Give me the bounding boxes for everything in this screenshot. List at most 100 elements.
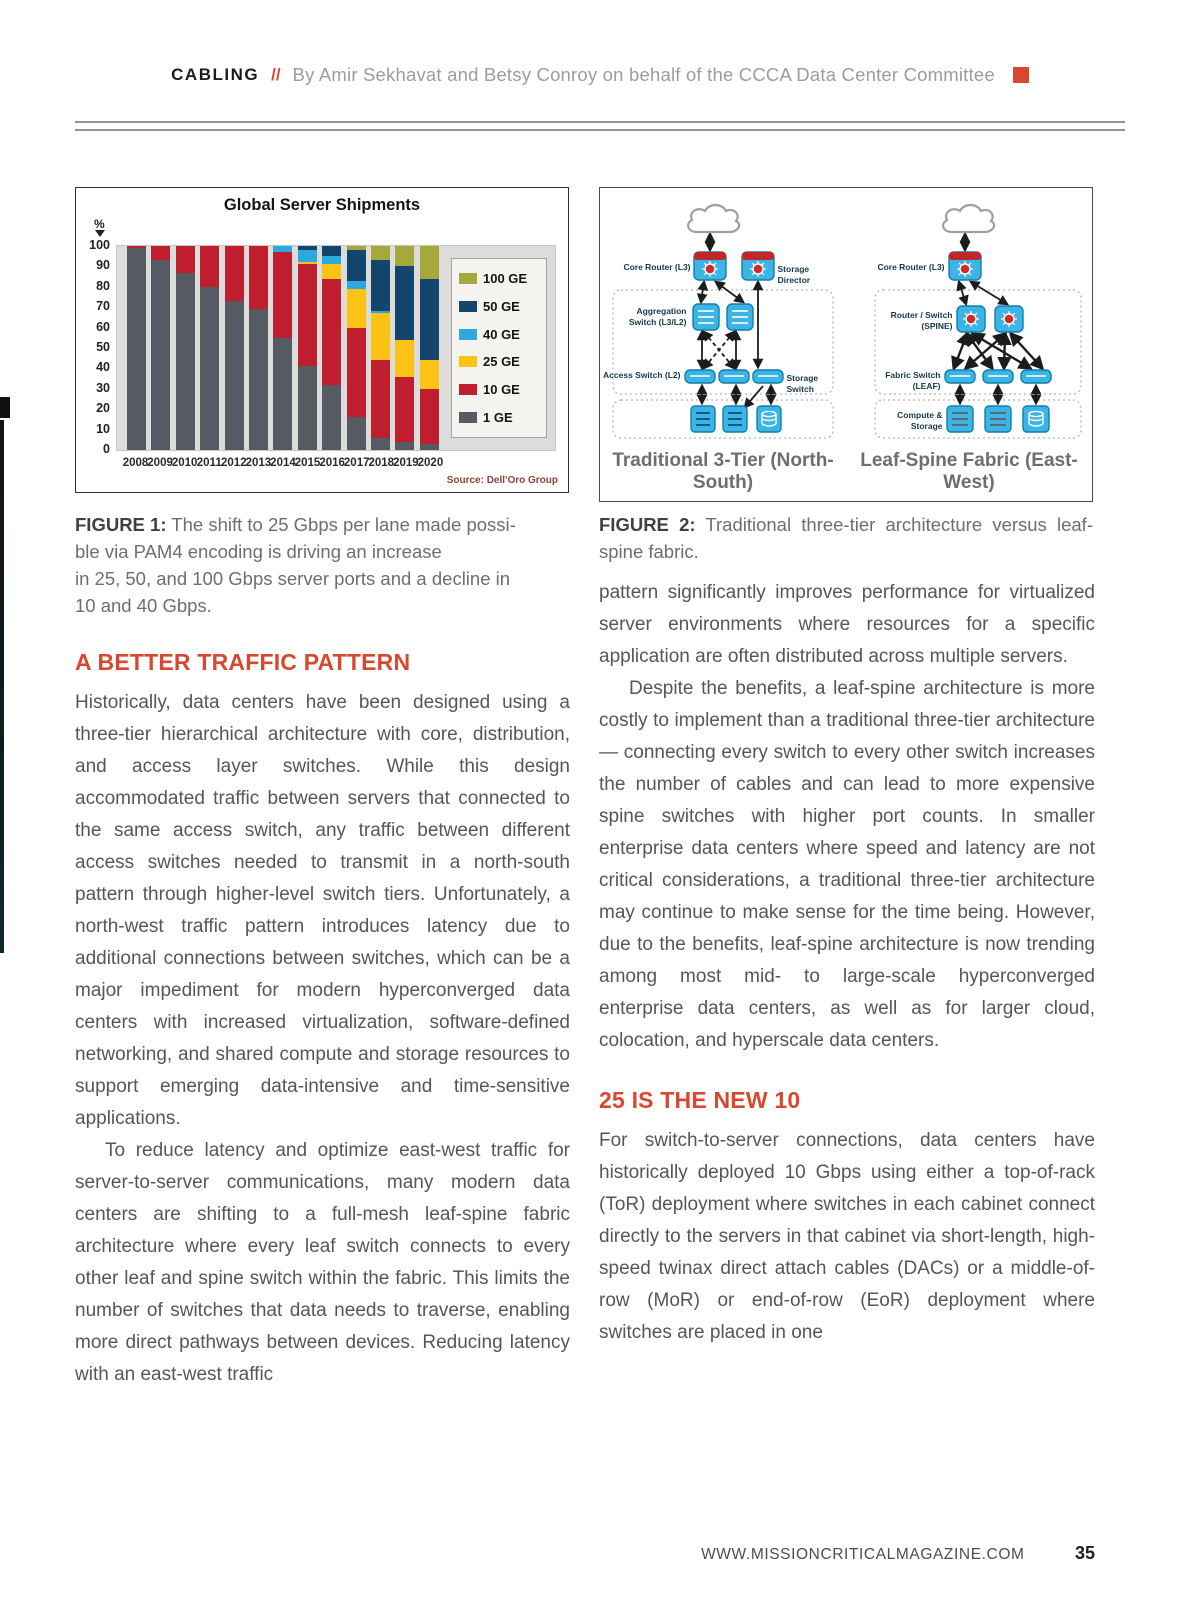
bar-segment-10GE xyxy=(200,246,220,287)
label-core-router-right: Core Router (L3) xyxy=(877,262,945,272)
header-accent-square xyxy=(1012,67,1029,83)
bar-2018 xyxy=(371,246,391,450)
footer-page-number: 35 xyxy=(1074,1543,1095,1563)
chart-legend: 100 GE 50 GE 40 GE 25 GE 10 GE 1 GE xyxy=(451,258,547,438)
label-compute-storage: Compute & Storage xyxy=(897,410,943,431)
y-axis-tick-label: 50 xyxy=(96,340,110,354)
diagram-left-canvas: Core Router (L3) Storage Director Aggreg… xyxy=(601,202,846,442)
section2-paragraphs: For switch-to-server connections, data c… xyxy=(599,1125,1095,1349)
bar-2009 xyxy=(151,246,171,450)
footer-url: WWW.MISSIONCRITICALMAGAZINE.COM xyxy=(701,1546,1025,1563)
bar-segment-25GE xyxy=(371,313,391,361)
x-axis-label: 2016 xyxy=(319,457,345,469)
legend-swatch xyxy=(459,328,477,340)
label-spine-switch: Router / Switch (SPINE) xyxy=(890,310,953,331)
bar-segment-40GE xyxy=(273,246,293,253)
x-axis-label: 2010 xyxy=(171,457,198,469)
x-axis-label: 2013 xyxy=(245,457,272,469)
label-access-switch: Access Switch (L2) xyxy=(603,370,681,380)
y-axis-arrow-icon xyxy=(95,230,105,237)
bar-segment-50GE xyxy=(419,278,439,361)
y-axis: 100 90 80 70 60 50 40 30 20 10 0 xyxy=(82,238,114,456)
x-axis-label: 2012 xyxy=(221,457,247,469)
bar-segment-50GE xyxy=(322,246,342,257)
y-axis-tick-label: 60 xyxy=(96,319,110,334)
y-axis-tick-label: 90 xyxy=(96,258,110,273)
legend-swatch xyxy=(459,411,477,423)
bar-segment-25GE xyxy=(419,360,439,389)
bar-segment-25GE xyxy=(297,262,317,265)
diagram-right-svg xyxy=(873,203,1082,439)
bar-segment-10GE xyxy=(346,327,366,418)
paragraph: To reduce latency and optimize east-west… xyxy=(75,1140,570,1385)
section1-heading: A BETTER TRAFFIC PATTERN xyxy=(75,649,411,675)
bar-segment-10GE xyxy=(151,246,171,261)
x-axis-label: 2008 xyxy=(122,457,149,469)
legend-swatch xyxy=(459,356,477,368)
bar-segment-1GE xyxy=(151,260,171,450)
section2-heading: 25 IS THE NEW 10 xyxy=(599,1087,801,1113)
legend-item: 25 GE xyxy=(459,354,539,369)
bar-segment-100GE xyxy=(371,246,391,261)
legend-label: 50 GE xyxy=(483,298,520,314)
bar-2008 xyxy=(127,246,146,450)
figure2-diagram-box: Core Router (L3) Storage Director Aggreg… xyxy=(599,187,1093,502)
x-axis-label: 2015 xyxy=(294,457,321,469)
bar-2013 xyxy=(249,246,269,450)
bar-segment-10GE xyxy=(224,246,244,302)
y-axis-tick-label: 100 xyxy=(89,238,110,252)
diagram-traditional-3tier: Core Router (L3) Storage Director Aggreg… xyxy=(600,202,846,501)
bar-2015 xyxy=(297,246,317,450)
bar-segment-50GE xyxy=(371,260,391,312)
bar-segment-1GE xyxy=(127,248,146,450)
x-axis-label: 2017 xyxy=(343,457,370,469)
figure1-chart-box: Global Server Shipments % 100 90 80 70 60 50 4… xyxy=(75,187,569,493)
bar-segment-1GE xyxy=(224,301,244,450)
bar-segment-1GE xyxy=(395,441,415,450)
legend-item: 100 GE xyxy=(459,271,539,286)
legend-label: 100 GE xyxy=(483,271,528,286)
bar-2019 xyxy=(395,246,415,450)
bar-segment-100GE xyxy=(395,246,415,267)
legend-swatch xyxy=(459,384,477,396)
bar-segment-25GE xyxy=(395,339,415,377)
bar-segment-10GE xyxy=(175,246,195,273)
legend-label: 25 GE xyxy=(483,354,520,370)
diagram-right-caption: Leaf-Spine Fabric (East-West) xyxy=(860,450,1078,493)
legend-swatch xyxy=(459,273,477,284)
left-column: A BETTER TRAFFIC PATTERN Historically, d… xyxy=(75,646,570,1391)
y-axis-tick-label: 20 xyxy=(96,401,110,416)
page-footer: WWW.MISSIONCRITICALMAGAZINE.COM 35 xyxy=(75,1543,1095,1564)
legend-swatch xyxy=(459,300,477,312)
y-axis-tick-label: 10 xyxy=(96,421,110,436)
x-axis-label: 2009 xyxy=(147,457,173,469)
x-axis-label: 2020 xyxy=(417,457,444,469)
paragraph: Despite the benefits, a leaf-spine archi… xyxy=(599,678,1095,1051)
figure1-caption-label: FIGURE 1: xyxy=(75,514,167,535)
double-slash-icon: // xyxy=(271,65,281,84)
page-edge-tick xyxy=(0,397,10,418)
bar-2011 xyxy=(200,246,220,450)
label-storage-director: Storage Director xyxy=(777,264,811,285)
bar-2020 xyxy=(419,246,439,450)
bar-2010 xyxy=(175,246,195,450)
figure2-caption: FIGURE 2: Traditional three-tier archite… xyxy=(599,511,1093,565)
figure1-caption: FIGURE 1: The shift to 25 Gbps per lane … xyxy=(75,511,572,619)
plot-area: 100 GE 50 GE 40 GE 25 GE 10 GE 1 GE xyxy=(116,245,556,451)
label-core-router: Core Router (L3) xyxy=(623,262,691,272)
y-axis-tick-label: 70 xyxy=(96,299,110,314)
paragraph: Historically, data centers have been des… xyxy=(75,692,570,1129)
chart-title: Global Server Shipments xyxy=(223,196,421,214)
bar-segment-40GE xyxy=(322,256,342,265)
bar-segment-10GE xyxy=(419,388,439,444)
page-edge-strip xyxy=(0,420,4,953)
bar-segment-1GE xyxy=(346,417,366,450)
legend-item: 1 GE xyxy=(459,410,539,425)
x-axis: 2008 2009 2010 2011 2012 2013 2014 2015 2016 2017… xyxy=(116,457,556,469)
chart-area: % 100 90 80 70 60 50 40 30 20 10 0 100 GE 50 GE 40 G… xyxy=(82,217,560,486)
bar-segment-1GE xyxy=(273,337,293,450)
paragraph: pattern significantly improves performan… xyxy=(599,582,1095,667)
figure2-caption-text: Traditional three-tier architecture vers… xyxy=(599,514,1093,562)
bar-segment-50GE xyxy=(297,246,317,251)
